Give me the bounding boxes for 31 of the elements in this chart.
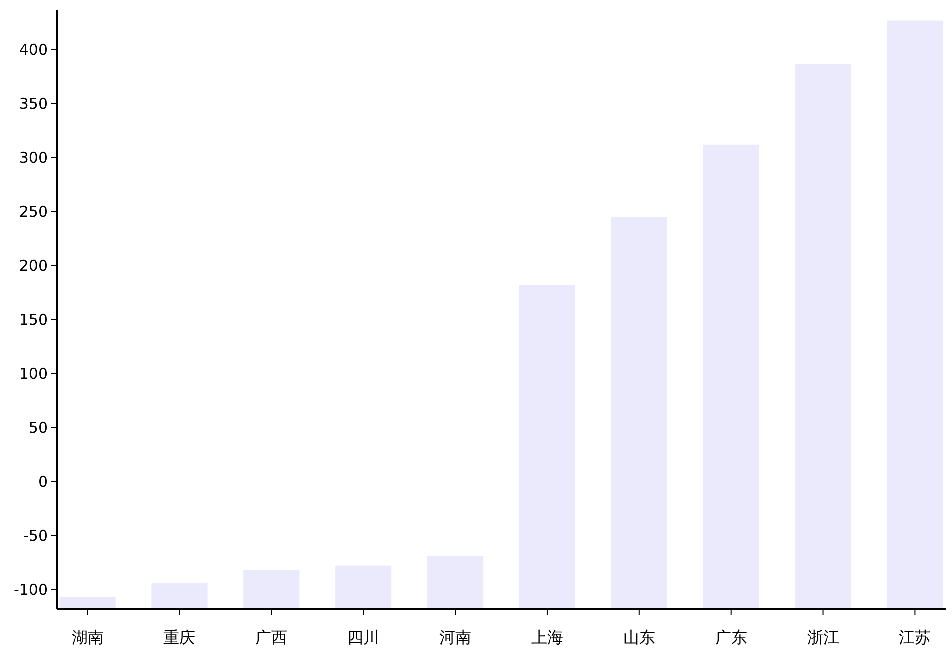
bar	[519, 285, 576, 609]
bar	[611, 217, 668, 609]
y-tick-label: 250	[19, 203, 48, 222]
y-tick-label: 100	[19, 364, 48, 383]
bar	[795, 64, 852, 609]
x-tick-label: 广西	[256, 628, 288, 647]
y-tick-label: 400	[19, 41, 48, 60]
x-tick-label: 重庆	[164, 628, 196, 647]
y-tick-label: 350	[19, 95, 48, 114]
bar	[427, 556, 484, 609]
bar	[336, 566, 392, 609]
x-tick-label: 四川	[348, 628, 380, 647]
x-tick-label: 江苏	[899, 628, 932, 647]
y-tick-label: 200	[19, 257, 48, 276]
y-tick-label: 300	[19, 149, 48, 168]
bar	[152, 583, 208, 609]
bar	[244, 570, 300, 609]
x-tick-label: 浙江	[807, 628, 840, 647]
bar	[60, 597, 116, 609]
x-tick-label: 广东	[715, 628, 748, 647]
x-tick-label: 上海	[531, 628, 564, 647]
y-tick-label: 150	[19, 311, 48, 330]
bar	[703, 144, 760, 609]
x-tick-label: 河南	[440, 628, 472, 647]
y-tick-label: -100	[14, 580, 48, 599]
x-tick-label: 山东	[623, 628, 656, 647]
bar	[887, 20, 944, 609]
y-tick-label: -50	[24, 526, 48, 545]
y-tick-label: 0	[38, 472, 48, 491]
y-tick-label: 50	[28, 418, 48, 437]
x-tick-label: 湖南	[72, 628, 104, 647]
